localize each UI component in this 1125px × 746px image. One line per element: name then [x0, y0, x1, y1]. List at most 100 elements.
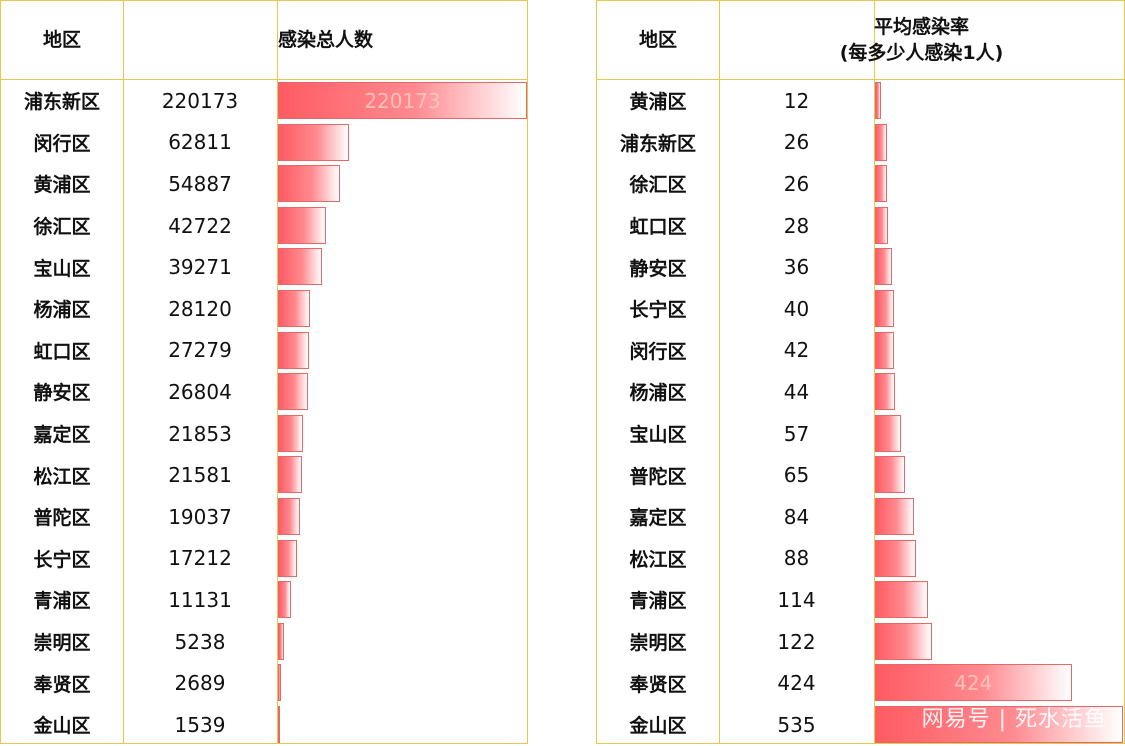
header-infection-rate: 平均感染率 (每多少人感染1人) — [719, 1, 1124, 79]
value-cell: 5238 — [174, 629, 226, 654]
table-row: 黄浦区 12 — [597, 80, 1124, 122]
data-bar — [875, 539, 916, 577]
table-row: 闵行区 62811 — [1, 122, 527, 164]
data-bar — [278, 248, 323, 286]
header-rate-line1: 平均感染率 — [873, 16, 969, 38]
region-cell: 宝山区 — [33, 257, 91, 280]
data-bar — [875, 706, 1123, 743]
table-row: 奉贤区 2689 — [1, 662, 527, 704]
table-row: 青浦区 114 — [597, 579, 1124, 621]
region-cell: 杨浦区 — [33, 299, 91, 322]
data-bar — [875, 664, 1072, 702]
table-row: 嘉定区 21853 — [1, 413, 527, 455]
region-cell: 奉贤区 — [629, 673, 687, 696]
region-cell: 普陀区 — [629, 465, 687, 488]
header-region: 地区 — [638, 29, 677, 51]
column-divider — [277, 1, 278, 743]
table-row: 长宁区 40 — [597, 288, 1124, 330]
value-cell: 11131 — [168, 587, 232, 612]
value-cell: 27279 — [168, 338, 232, 363]
region-cell: 金山区 — [629, 715, 687, 738]
value-cell: 88 — [783, 546, 810, 571]
region-cell: 静安区 — [33, 382, 91, 405]
data-bar — [278, 539, 298, 577]
value-cell: 21853 — [168, 421, 232, 446]
table-row: 松江区 21581 — [1, 454, 527, 496]
value-cell: 44 — [783, 379, 810, 404]
table-row: 金山区 1539 — [1, 704, 527, 746]
table-row: 嘉定区 84 — [597, 496, 1124, 538]
data-bar — [278, 165, 341, 203]
region-cell: 徐汇区 — [33, 216, 91, 239]
table-row: 松江区 88 — [597, 538, 1124, 580]
value-cell: 84 — [783, 504, 810, 529]
region-cell: 长宁区 — [33, 548, 91, 571]
table-row: 虹口区 27279 — [1, 330, 527, 372]
table-row: 崇明区 5238 — [1, 621, 527, 663]
value-cell: 28120 — [168, 296, 232, 321]
data-bar — [278, 331, 309, 369]
region-cell: 黄浦区 — [33, 174, 91, 197]
value-cell: 122 — [777, 629, 816, 654]
header-divider — [1, 79, 527, 80]
table-row: 奉贤区 424 424 — [597, 662, 1124, 704]
data-bar — [875, 206, 888, 244]
value-cell: 39271 — [168, 255, 232, 280]
value-cell: 26 — [783, 130, 810, 155]
region-cell: 杨浦区 — [629, 382, 687, 405]
value-cell: 40 — [783, 296, 810, 321]
data-bar — [278, 82, 527, 119]
value-cell: 17212 — [168, 546, 232, 571]
column-divider — [123, 1, 124, 743]
region-cell: 青浦区 — [629, 590, 687, 613]
region-cell: 浦东新区 — [619, 132, 696, 155]
value-cell: 62811 — [168, 130, 232, 155]
value-cell: 220173 — [161, 88, 239, 113]
data-bar — [278, 706, 280, 743]
table-row: 徐汇区 26 — [597, 163, 1124, 205]
bar-data-label: 220173 — [364, 88, 441, 113]
table-row: 宝山区 57 — [597, 413, 1124, 455]
region-cell: 黄浦区 — [629, 91, 687, 114]
data-bar — [875, 123, 888, 161]
value-cell: 535 — [777, 712, 816, 737]
region-cell: 闵行区 — [629, 340, 687, 363]
region-cell: 普陀区 — [33, 507, 91, 530]
table-row: 金山区 535 — [597, 704, 1124, 746]
bar-data-label: 424 — [954, 671, 993, 696]
data-bar — [875, 414, 902, 452]
region-cell: 松江区 — [33, 465, 91, 488]
data-bar — [278, 622, 284, 660]
value-cell: 42722 — [168, 213, 232, 238]
table-row: 杨浦区 44 — [597, 371, 1124, 413]
column-divider — [874, 1, 875, 743]
header-rate-line2: (每多少人感染1人) — [839, 42, 1004, 64]
data-bar — [875, 331, 895, 369]
region-cell: 闵行区 — [33, 132, 91, 155]
data-bar — [278, 664, 282, 702]
data-bar — [875, 290, 894, 327]
data-bar — [875, 456, 906, 494]
table-row: 徐汇区 42722 — [1, 205, 527, 247]
value-cell: 2689 — [174, 671, 226, 696]
value-cell: 19037 — [168, 504, 232, 529]
data-bar — [278, 581, 291, 619]
region-cell: 宝山区 — [629, 424, 687, 447]
table-row: 普陀区 19037 — [1, 496, 527, 538]
region-cell: 虹口区 — [629, 216, 687, 239]
region-cell: 金山区 — [33, 715, 91, 738]
table-row: 黄浦区 54887 — [1, 163, 527, 205]
region-cell: 嘉定区 — [629, 507, 687, 530]
watermark: 网易号 | 死水活鱼 — [921, 707, 1107, 732]
data-bar — [875, 622, 932, 660]
data-bar — [278, 290, 310, 327]
region-cell: 浦东新区 — [23, 91, 100, 114]
header-region: 地区 — [42, 29, 81, 51]
table-row: 宝山区 39271 — [1, 246, 527, 288]
value-cell: 1539 — [174, 712, 226, 737]
table-row: 普陀区 65 — [597, 454, 1124, 496]
data-bar — [278, 206, 327, 244]
table-row: 杨浦区 28120 — [1, 288, 527, 330]
data-bar — [278, 414, 303, 452]
region-cell: 崇明区 — [33, 632, 91, 655]
